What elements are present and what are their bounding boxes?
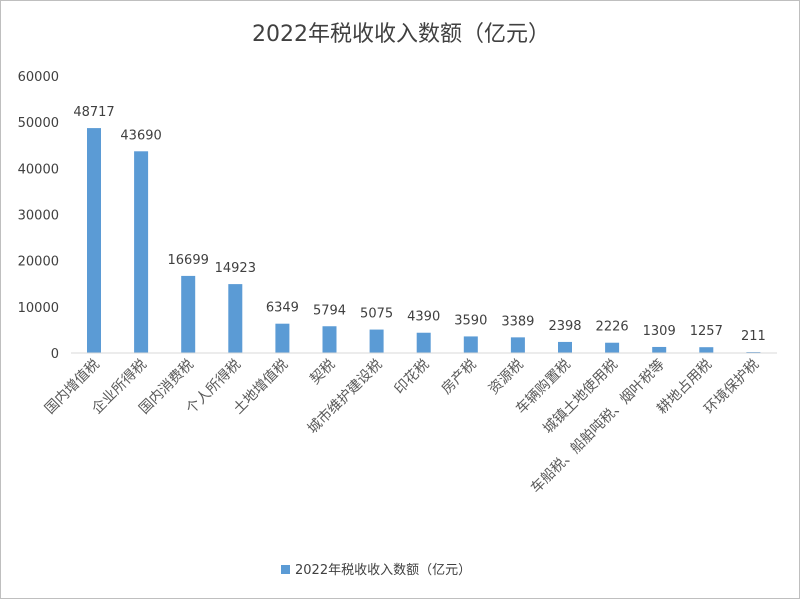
bar [228,284,243,353]
bar [605,342,620,353]
data-label: 2398 [548,319,581,334]
legend-swatch [281,565,290,574]
data-label: 6349 [266,301,299,316]
legend: 2022年税收收入数额（亿元） [281,563,471,578]
bar [652,346,667,353]
bar [322,326,337,353]
bar [510,337,525,353]
y-axis: 0 10000 20000 30000 40000 50000 60000 [18,70,59,362]
bars: 48717 43690 16699 14923 6349 5794 5075 4390 3590… [73,105,766,353]
bar [558,341,572,353]
data-label: 2226 [596,320,629,335]
data-label: 3389 [501,314,534,329]
chart-title: 2022年税收收入数额（亿元） [252,22,550,47]
bar [275,323,290,353]
y-tick-label: 20000 [18,255,59,270]
bar [699,347,714,353]
data-label: 1257 [690,324,723,339]
data-label: 5075 [360,307,393,322]
data-label: 48717 [73,105,114,120]
data-label: 16699 [168,253,209,268]
data-label: 5794 [313,303,346,318]
data-label: 1309 [643,324,676,339]
bar [416,332,431,353]
bar [463,336,478,353]
y-tick-label: 0 [51,347,59,362]
y-tick-label: 50000 [18,116,59,131]
x-tick-label: 房产税 [439,357,480,398]
data-label: 3590 [454,313,487,328]
y-tick-label: 10000 [18,301,59,316]
y-tick-label: 30000 [18,209,59,224]
legend-label: 2022年税收收入数额（亿元） [295,563,471,578]
x-tick-label: 契税 [307,357,338,388]
bar [134,151,149,353]
bar [181,275,196,353]
y-tick-label: 40000 [18,162,59,177]
data-label: 43690 [120,128,161,143]
x-tick-label: 资源税 [486,357,527,398]
bar [369,329,384,353]
data-label: 211 [741,329,766,344]
data-label: 4390 [407,310,440,325]
data-label: 14923 [215,261,256,276]
x-tick-label: 印花税 [392,357,433,398]
y-tick-label: 60000 [18,70,59,85]
bar [87,128,101,353]
